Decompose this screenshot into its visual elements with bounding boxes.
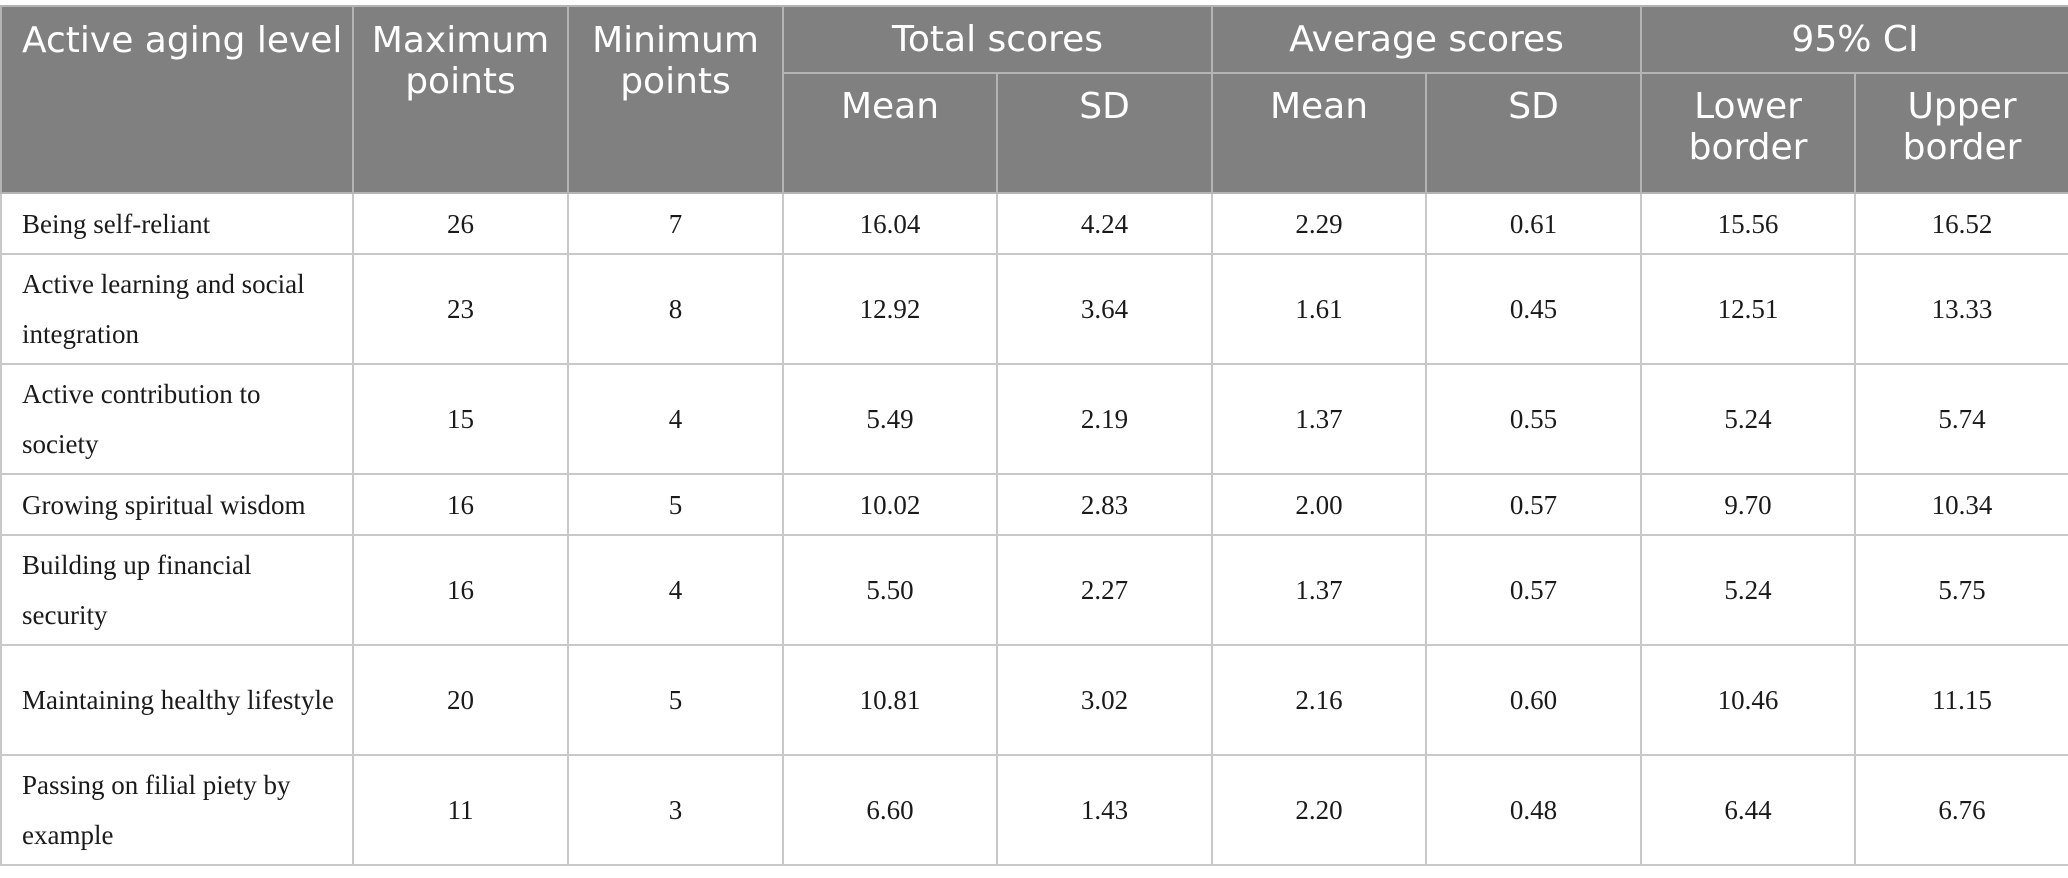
cell-total-sd: 3.64	[995, 253, 1214, 365]
cell-average-sd: 0.55	[1425, 363, 1643, 475]
cell-ci-lower: 5.24	[1640, 363, 1857, 475]
cell-average-mean: 2.00	[1211, 473, 1428, 536]
active-aging-table: Active aging level Maximum points Minimu…	[0, 5, 2068, 866]
cell-total-mean: 10.02	[782, 473, 998, 536]
cell-min: 3	[567, 754, 784, 866]
cell-average-sd: 0.61	[1425, 192, 1643, 255]
table-row: Active learning and social integration 2…	[0, 253, 2068, 365]
cell-ci-upper: 5.75	[1854, 534, 2068, 646]
header-total-scores: Total scores	[781, 5, 1214, 74]
cell-level: Maintaining healthy lifestyle	[0, 644, 354, 756]
cell-min: 5	[567, 473, 784, 536]
cell-max: 11	[352, 754, 569, 866]
cell-level: Growing spiritual wisdom	[0, 473, 354, 536]
header-row-top: Active aging level Maximum points Minimu…	[0, 5, 2068, 194]
table-row: Passing on filial piety by example 11 3 …	[0, 754, 2068, 866]
table-row: Maintaining healthy lifestyle 20 5 10.81…	[0, 644, 2068, 756]
table-row: Being self-reliant 26 7 16.04 4.24 2.29 …	[0, 192, 2068, 255]
cell-total-mean: 5.49	[782, 363, 998, 475]
header-average-sd: SD	[1425, 72, 1643, 194]
header-total-sd: SD	[995, 72, 1214, 194]
cell-min: 5	[567, 644, 784, 756]
cell-total-mean: 5.50	[782, 534, 998, 646]
cell-total-sd: 3.02	[995, 644, 1214, 756]
cell-total-sd: 2.27	[995, 534, 1214, 646]
cell-ci-lower: 10.46	[1640, 644, 1857, 756]
cell-ci-upper: 10.34	[1854, 473, 2068, 536]
header-ci-lower-border: Lower border	[1640, 72, 1857, 194]
table-body: Being self-reliant 26 7 16.04 4.24 2.29 …	[0, 192, 2068, 866]
cell-level: Active learning and social integration	[0, 253, 354, 365]
cell-level: Active contribution to society	[0, 363, 354, 475]
cell-average-mean: 2.20	[1211, 754, 1428, 866]
cell-min: 4	[567, 363, 784, 475]
cell-max: 20	[352, 644, 569, 756]
table-row: Growing spiritual wisdom 16 5 10.02 2.83…	[0, 473, 2068, 536]
table-header: Active aging level Maximum points Minimu…	[0, 5, 2068, 194]
cell-average-sd: 0.57	[1425, 473, 1643, 536]
cell-ci-lower: 12.51	[1640, 253, 1857, 365]
cell-total-sd: 4.24	[995, 192, 1214, 255]
header-row-sub: Mean SD Mean SD Lower border Upper borde…	[1, 72, 2068, 194]
cell-ci-lower: 6.44	[1640, 754, 1857, 866]
header-95-ci: 95% CI	[1640, 5, 2068, 74]
header-average-scores: Average scores	[1211, 5, 1643, 74]
table-row: Active contribution to society 15 4 5.49…	[0, 363, 2068, 475]
cell-ci-upper: 13.33	[1854, 253, 2068, 365]
cell-ci-lower: 5.24	[1640, 534, 1857, 646]
cell-ci-upper: 16.52	[1854, 192, 2068, 255]
header-active-aging-level: Active aging level	[0, 5, 354, 194]
cell-ci-lower: 15.56	[1640, 192, 1857, 255]
cell-average-mean: 2.16	[1211, 644, 1428, 756]
cell-ci-upper: 5.74	[1854, 363, 2068, 475]
cell-average-mean: 1.61	[1211, 253, 1428, 365]
cell-average-sd: 0.60	[1425, 644, 1643, 756]
cell-level: Building up financial security	[0, 534, 354, 646]
cell-max: 23	[352, 253, 569, 365]
cell-average-sd: 0.48	[1425, 754, 1643, 866]
cell-min: 8	[567, 253, 784, 365]
cell-min: 4	[567, 534, 784, 646]
cell-max: 26	[352, 192, 569, 255]
table-row: Building up financial security 16 4 5.50…	[0, 534, 2068, 646]
header-ci-upper-border: Upper border	[1854, 72, 2068, 194]
header-maximum-points: Maximum points	[352, 5, 569, 194]
header-total-mean: Mean	[782, 72, 998, 194]
cell-level: Being self-reliant	[0, 192, 354, 255]
cell-min: 7	[567, 192, 784, 255]
cell-average-sd: 0.57	[1425, 534, 1643, 646]
header-average-mean: Mean	[1211, 72, 1428, 194]
cell-total-sd: 2.83	[995, 473, 1214, 536]
cell-total-mean: 6.60	[782, 754, 998, 866]
cell-average-mean: 2.29	[1211, 192, 1428, 255]
cell-level: Passing on filial piety by example	[0, 754, 354, 866]
cell-average-sd: 0.45	[1425, 253, 1643, 365]
cell-total-sd: 2.19	[995, 363, 1214, 475]
cell-ci-upper: 11.15	[1854, 644, 2068, 756]
cell-total-mean: 16.04	[782, 192, 998, 255]
cell-total-mean: 12.92	[782, 253, 998, 365]
cell-total-mean: 10.81	[782, 644, 998, 756]
cell-total-sd: 1.43	[995, 754, 1214, 866]
header-minimum-points: Minimum points	[567, 5, 784, 194]
cell-average-mean: 1.37	[1211, 534, 1428, 646]
cell-max: 16	[352, 473, 569, 536]
cell-average-mean: 1.37	[1211, 363, 1428, 475]
cell-ci-upper: 6.76	[1854, 754, 2068, 866]
cell-max: 15	[352, 363, 569, 475]
cell-max: 16	[352, 534, 569, 646]
cell-ci-lower: 9.70	[1640, 473, 1857, 536]
